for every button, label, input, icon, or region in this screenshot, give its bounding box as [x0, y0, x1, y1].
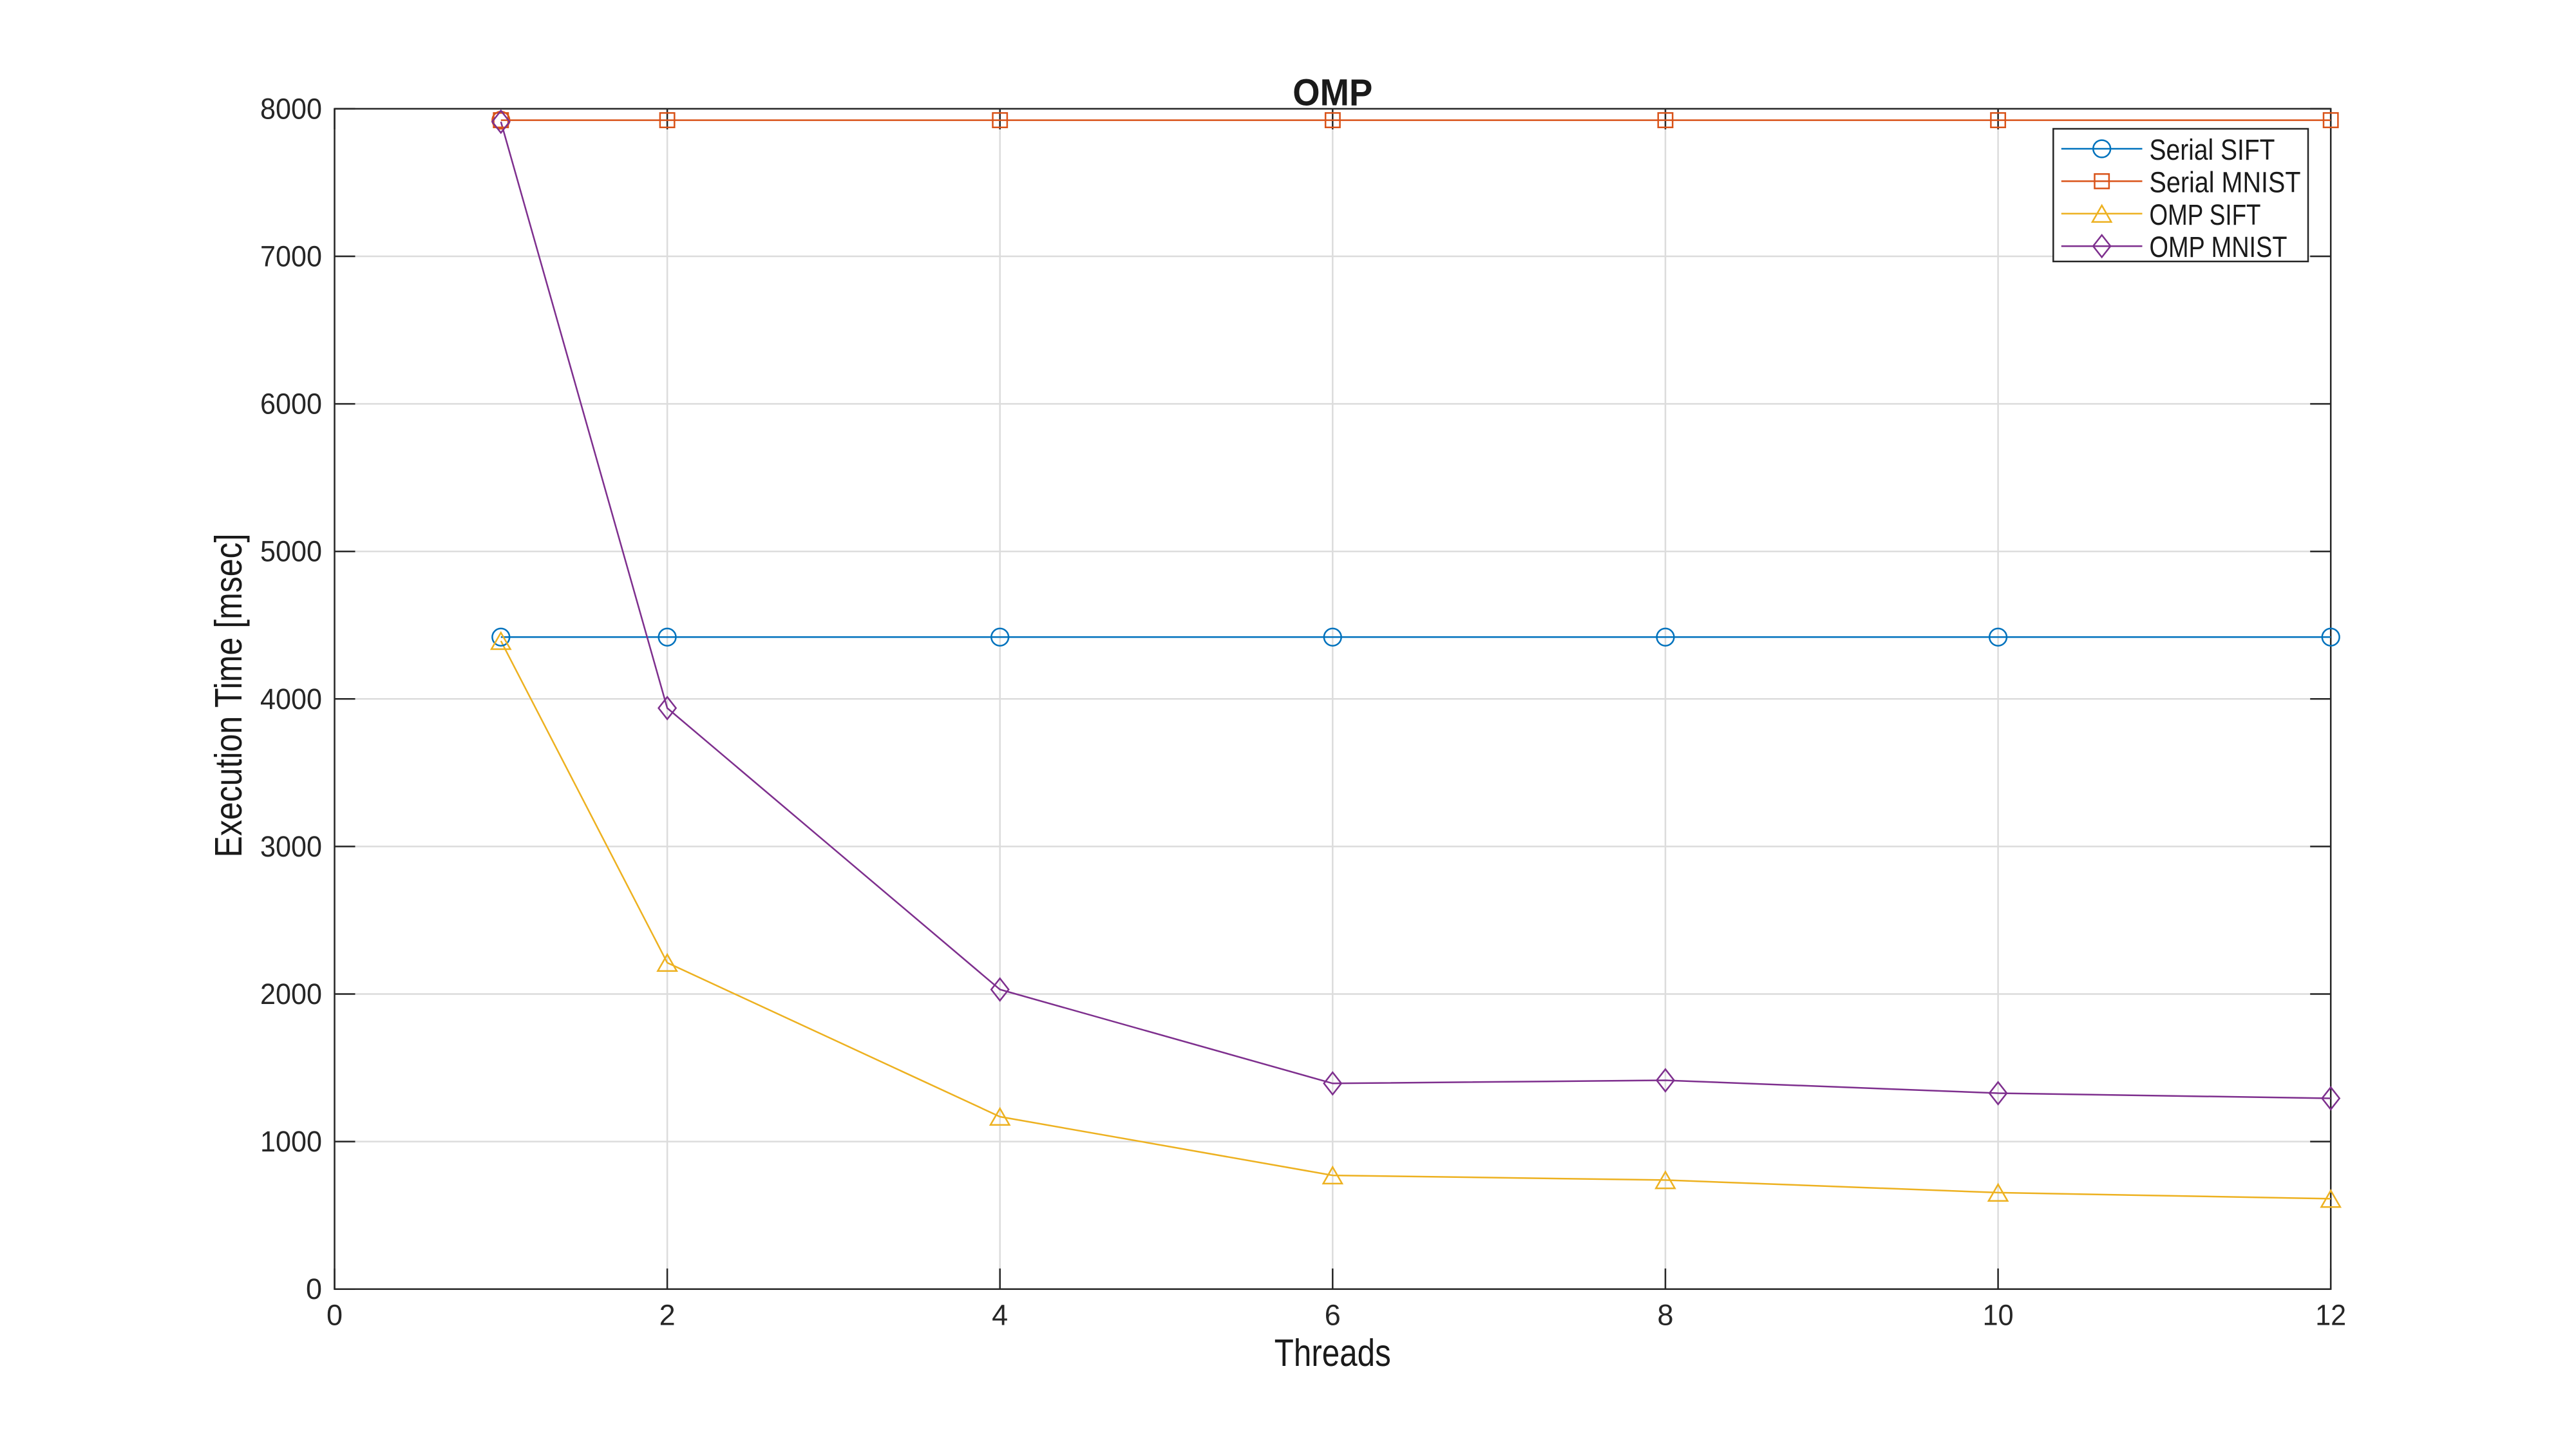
svg-text:2: 2	[659, 1299, 676, 1332]
svg-text:Serial SIFT: Serial SIFT	[2150, 133, 2275, 166]
svg-text:OMP SIFT: OMP SIFT	[2150, 198, 2261, 231]
svg-text:2000: 2000	[260, 978, 322, 1010]
svg-text:OMP: OMP	[1293, 72, 1372, 114]
svg-text:3000: 3000	[260, 830, 322, 863]
svg-text:6: 6	[1325, 1299, 1341, 1332]
svg-text:5000: 5000	[260, 535, 322, 568]
svg-text:10: 10	[1983, 1299, 2014, 1332]
svg-text:1000: 1000	[260, 1125, 322, 1158]
svg-text:7000: 7000	[260, 240, 322, 273]
svg-text:Threads: Threads	[1274, 1332, 1391, 1374]
svg-text:0: 0	[327, 1299, 343, 1332]
svg-text:8000: 8000	[260, 92, 322, 125]
svg-text:4: 4	[992, 1299, 1008, 1332]
svg-text:0: 0	[306, 1273, 322, 1305]
svg-text:OMP MNIST: OMP MNIST	[2150, 231, 2287, 263]
svg-text:Execution Time [msec]: Execution Time [msec]	[207, 534, 250, 858]
svg-text:Serial MNIST: Serial MNIST	[2150, 166, 2301, 198]
svg-text:4000: 4000	[260, 683, 322, 715]
svg-text:8: 8	[1657, 1299, 1673, 1332]
svg-text:6000: 6000	[260, 388, 322, 421]
svg-text:12: 12	[2315, 1299, 2346, 1332]
